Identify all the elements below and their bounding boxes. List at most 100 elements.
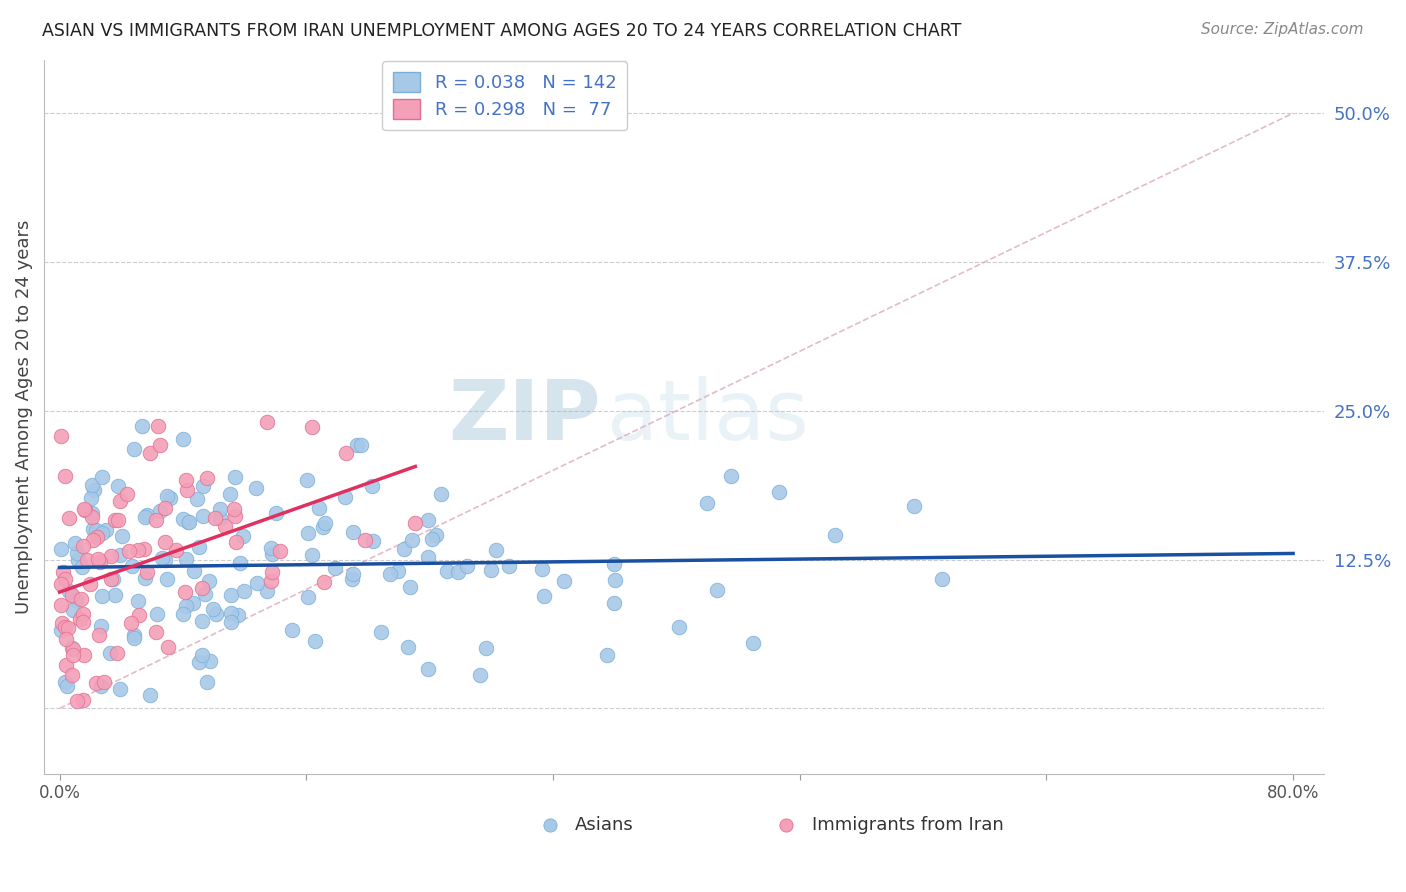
Point bbox=[145, 625, 167, 640]
Point bbox=[117, 543, 139, 558]
Point bbox=[108, 548, 131, 562]
Point bbox=[193, 479, 215, 493]
Point bbox=[194, 587, 217, 601]
Point bbox=[224, 509, 246, 524]
Point bbox=[80, 507, 103, 521]
Point bbox=[104, 513, 127, 527]
Point bbox=[479, 563, 502, 577]
Point bbox=[89, 555, 111, 569]
Point bbox=[396, 640, 419, 654]
Point bbox=[931, 573, 953, 587]
Point bbox=[418, 550, 440, 565]
Point bbox=[824, 528, 846, 542]
Point bbox=[155, 490, 177, 504]
Point bbox=[90, 679, 112, 693]
Point bbox=[297, 526, 319, 541]
Point bbox=[208, 502, 231, 516]
Point bbox=[91, 470, 114, 484]
Point bbox=[264, 506, 287, 520]
Point bbox=[187, 540, 209, 554]
Point bbox=[86, 531, 108, 545]
Point bbox=[191, 648, 214, 662]
Point bbox=[301, 549, 323, 563]
Point bbox=[55, 468, 77, 483]
Point bbox=[82, 477, 104, 491]
Point bbox=[122, 442, 145, 456]
Point bbox=[132, 542, 155, 557]
Point bbox=[53, 620, 76, 634]
Point bbox=[387, 565, 409, 579]
Point bbox=[188, 655, 211, 669]
Point bbox=[401, 533, 423, 547]
Point bbox=[394, 541, 416, 556]
Point bbox=[60, 641, 83, 656]
Point bbox=[108, 494, 131, 508]
Point bbox=[107, 479, 129, 493]
Point bbox=[107, 513, 129, 527]
Text: Asians: Asians bbox=[575, 816, 634, 834]
Point bbox=[233, 583, 256, 598]
Point bbox=[214, 519, 236, 533]
Point bbox=[342, 567, 364, 582]
Point bbox=[135, 508, 157, 523]
Point bbox=[145, 513, 167, 527]
Point bbox=[361, 533, 384, 548]
Point bbox=[177, 516, 200, 530]
Point bbox=[153, 553, 176, 567]
Point bbox=[228, 608, 250, 623]
Point bbox=[190, 581, 212, 595]
Point bbox=[127, 543, 149, 558]
Point bbox=[260, 574, 283, 589]
Point bbox=[668, 620, 690, 634]
Point bbox=[301, 419, 323, 434]
Point bbox=[596, 648, 619, 662]
Text: Source: ZipAtlas.com: Source: ZipAtlas.com bbox=[1201, 22, 1364, 37]
Point bbox=[49, 429, 72, 443]
Point bbox=[533, 589, 555, 603]
Text: atlas: atlas bbox=[607, 376, 808, 458]
Point bbox=[72, 615, 94, 630]
Point bbox=[177, 515, 200, 529]
Point bbox=[398, 580, 420, 594]
Point bbox=[361, 479, 384, 493]
Point bbox=[173, 512, 195, 526]
Point bbox=[72, 693, 94, 707]
Point bbox=[165, 543, 187, 558]
Point bbox=[219, 607, 242, 621]
Point bbox=[66, 553, 89, 567]
Text: ASIAN VS IMMIGRANTS FROM IRAN UNEMPLOYMENT AMONG AGES 20 TO 24 YEARS CORRELATION: ASIAN VS IMMIGRANTS FROM IRAN UNEMPLOYME… bbox=[42, 22, 962, 40]
Point bbox=[76, 553, 98, 567]
Point bbox=[149, 438, 172, 452]
Point bbox=[204, 510, 226, 524]
Point bbox=[353, 533, 375, 548]
Point bbox=[121, 558, 143, 573]
Point bbox=[720, 468, 742, 483]
Point bbox=[91, 525, 114, 540]
Point bbox=[297, 474, 319, 488]
Point bbox=[153, 534, 176, 549]
Point bbox=[174, 473, 197, 487]
Point bbox=[70, 592, 93, 607]
Point bbox=[436, 564, 458, 578]
Point bbox=[104, 588, 127, 602]
Point bbox=[229, 556, 252, 570]
Point bbox=[335, 490, 357, 504]
Point bbox=[603, 557, 626, 571]
Point bbox=[225, 534, 247, 549]
Point bbox=[174, 552, 197, 566]
Point bbox=[742, 636, 765, 650]
Point bbox=[146, 607, 169, 621]
Point bbox=[553, 574, 575, 588]
Point bbox=[314, 516, 336, 530]
Point bbox=[83, 483, 105, 498]
Point bbox=[197, 674, 219, 689]
Point bbox=[605, 574, 627, 588]
Point bbox=[53, 572, 76, 586]
Point bbox=[65, 536, 87, 550]
Point bbox=[342, 524, 364, 539]
Point bbox=[311, 520, 333, 534]
Point bbox=[62, 648, 84, 663]
Point bbox=[350, 438, 373, 452]
Point bbox=[156, 572, 179, 586]
Point bbox=[53, 674, 76, 689]
